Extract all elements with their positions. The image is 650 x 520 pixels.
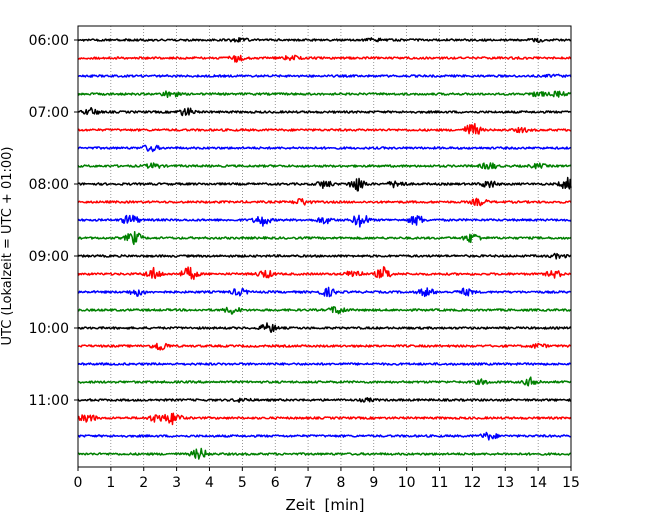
x-tick-label: 13 [496, 475, 514, 491]
trace-1100 [77, 397, 572, 404]
y-tick-label: 08:00 [29, 177, 69, 193]
x-tick-label: 9 [369, 475, 378, 491]
plot-frame [77, 25, 572, 468]
x-tick-label: 3 [172, 475, 181, 491]
x-tick-label: 12 [463, 475, 481, 491]
trace-1115 [77, 412, 572, 426]
trace-0615 [77, 54, 572, 63]
trace-1030 [77, 362, 572, 366]
trace-1000 [77, 322, 572, 334]
trace-1045 [77, 376, 572, 387]
trace-0800 [77, 176, 572, 192]
x-tick-label: 5 [238, 475, 247, 491]
trace-0845 [77, 230, 572, 246]
trace-0600 [77, 36, 572, 44]
trace-1015 [77, 342, 572, 351]
y-axis-ticks: 06:00 07:00 08:00 09:00 10:00 11:00 [29, 33, 78, 409]
x-tick-label: 10 [398, 475, 416, 491]
trace-0830 [77, 214, 572, 228]
x-tick-label: 4 [205, 475, 214, 491]
x-tick-label: 7 [304, 475, 313, 491]
y-tick-label: 11:00 [29, 393, 69, 409]
trace-0630 [77, 73, 572, 78]
x-tick-label: 2 [139, 475, 148, 491]
trace-0915 [77, 266, 572, 281]
trace-1130 [77, 431, 572, 441]
x-tick-label: 14 [529, 475, 547, 491]
trace-0945 [77, 306, 572, 315]
x-tick-label: 15 [562, 475, 580, 491]
y-tick-label: 09:00 [29, 249, 69, 265]
y-tick-label: 10:00 [29, 321, 69, 337]
seismic-traces [77, 36, 572, 460]
y-tick-label: 06:00 [29, 33, 69, 49]
x-tick-label: 1 [106, 475, 115, 491]
trace-0900 [77, 252, 572, 260]
y-axis-label: UTC (Lokalzeit = UTC + 01:00) [0, 147, 15, 346]
trace-1145 [77, 447, 572, 460]
x-tick-label: 0 [74, 475, 83, 491]
trace-0730 [77, 144, 572, 153]
trace-0715 [77, 122, 571, 135]
trace-0745 [77, 162, 572, 170]
x-axis-ticks: 0 1 2 3 4 5 6 7 8 9 10 11 12 13 14 15 [74, 467, 580, 491]
trace-0930 [77, 286, 572, 298]
trace-0645 [77, 90, 572, 99]
y-tick-label: 07:00 [29, 105, 69, 121]
x-tick-label: 8 [336, 475, 345, 491]
x-tick-label: 6 [271, 475, 280, 491]
x-axis-label: Zeit [min] [285, 496, 364, 514]
trace-0815 [77, 197, 572, 207]
x-tick-label: 11 [431, 475, 449, 491]
trace-0700 [77, 106, 572, 117]
